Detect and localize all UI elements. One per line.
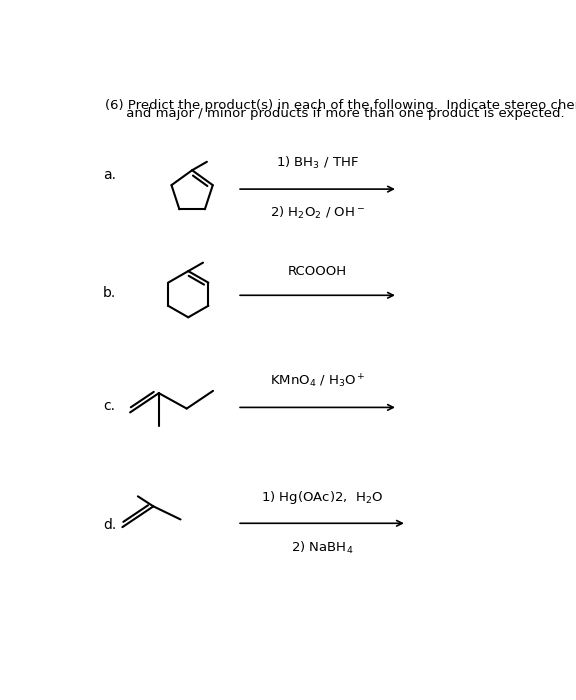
Text: 1) Hg(OAc)2,  H$_2$O: 1) Hg(OAc)2, H$_2$O [261, 489, 383, 506]
Text: d.: d. [103, 518, 116, 532]
Text: c.: c. [103, 399, 115, 413]
Text: 1) BH$_3$ / THF: 1) BH$_3$ / THF [276, 155, 359, 172]
Text: b.: b. [103, 286, 116, 300]
Text: RCOOOH: RCOOOH [288, 265, 347, 278]
Text: 2) H$_2$O$_2$ / OH$^-$: 2) H$_2$O$_2$ / OH$^-$ [270, 205, 365, 221]
Text: KMnO$_4$ / H$_3$O$^+$: KMnO$_4$ / H$_3$O$^+$ [270, 373, 365, 390]
Text: a.: a. [103, 167, 116, 181]
Text: and major / minor products if more than one product is expected.: and major / minor products if more than … [105, 106, 565, 120]
Text: 2) NaBH$_4$: 2) NaBH$_4$ [291, 540, 353, 556]
Text: (6) Predict the product(s) in each of the following.  Indicate stereo chemistry : (6) Predict the product(s) in each of th… [105, 99, 576, 112]
